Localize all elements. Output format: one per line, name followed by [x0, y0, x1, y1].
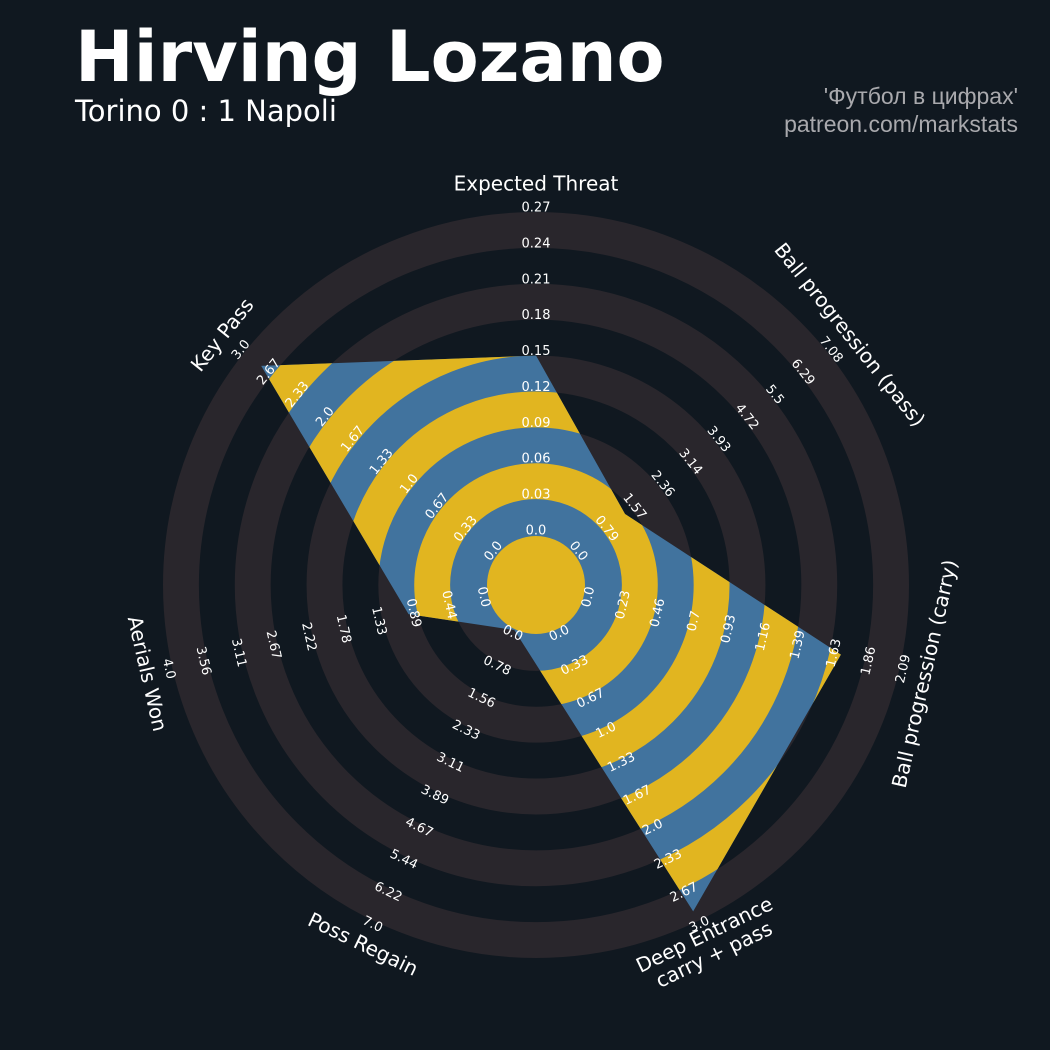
tick-label: 0.27 — [522, 201, 551, 216]
tick-label: 0.0 — [526, 524, 547, 539]
tick-label: 0.46 — [647, 597, 668, 629]
tick-label: 1.16 — [753, 621, 774, 653]
tick-label: 3.56 — [193, 645, 214, 677]
tick-label: 0.93 — [718, 613, 739, 645]
tick-label: 0.03 — [522, 488, 551, 503]
tick-label: 2.22 — [298, 621, 319, 653]
tick-label: 1.39 — [788, 629, 809, 661]
tick-label: 0.09 — [522, 416, 551, 431]
tick-label: 0.44 — [438, 589, 459, 621]
tick-label: 0.89 — [403, 597, 424, 629]
tick-label: 0.15 — [522, 344, 551, 359]
param-label: Expected Threat — [454, 172, 619, 196]
tick-label: 1.78 — [333, 613, 354, 645]
tick-label: 1.33 — [368, 605, 389, 637]
credit: patreon.com/markstats — [784, 111, 1018, 137]
tick-label: 0.0 — [579, 585, 598, 609]
chart-subtitle: Torino 0 : 1 Napoli — [74, 94, 337, 128]
tick-label: 0.0 — [474, 585, 493, 609]
tick-label: 0.23 — [613, 589, 634, 621]
tick-label: 0.24 — [522, 236, 551, 251]
ring — [163, 212, 909, 958]
tick-label: 3.11 — [228, 637, 249, 669]
tick-label: 0.21 — [522, 272, 551, 287]
inner-circle — [487, 536, 585, 634]
ring — [234, 283, 838, 887]
tick-label: 4.0 — [159, 657, 178, 681]
tick-label: 0.18 — [522, 308, 551, 323]
tick-label: 2.09 — [893, 653, 914, 685]
tick-label: 2.67 — [263, 629, 284, 661]
tick-label: 0.7 — [685, 609, 704, 633]
credit: 'Футбол в цифрах' — [824, 83, 1018, 109]
tick-label: 0.06 — [522, 452, 551, 467]
tick-label: 0.12 — [522, 380, 551, 395]
chart-title: Hirving Lozano — [75, 16, 665, 98]
tick-label: 1.86 — [858, 645, 879, 677]
tick-label: 1.63 — [824, 637, 845, 669]
